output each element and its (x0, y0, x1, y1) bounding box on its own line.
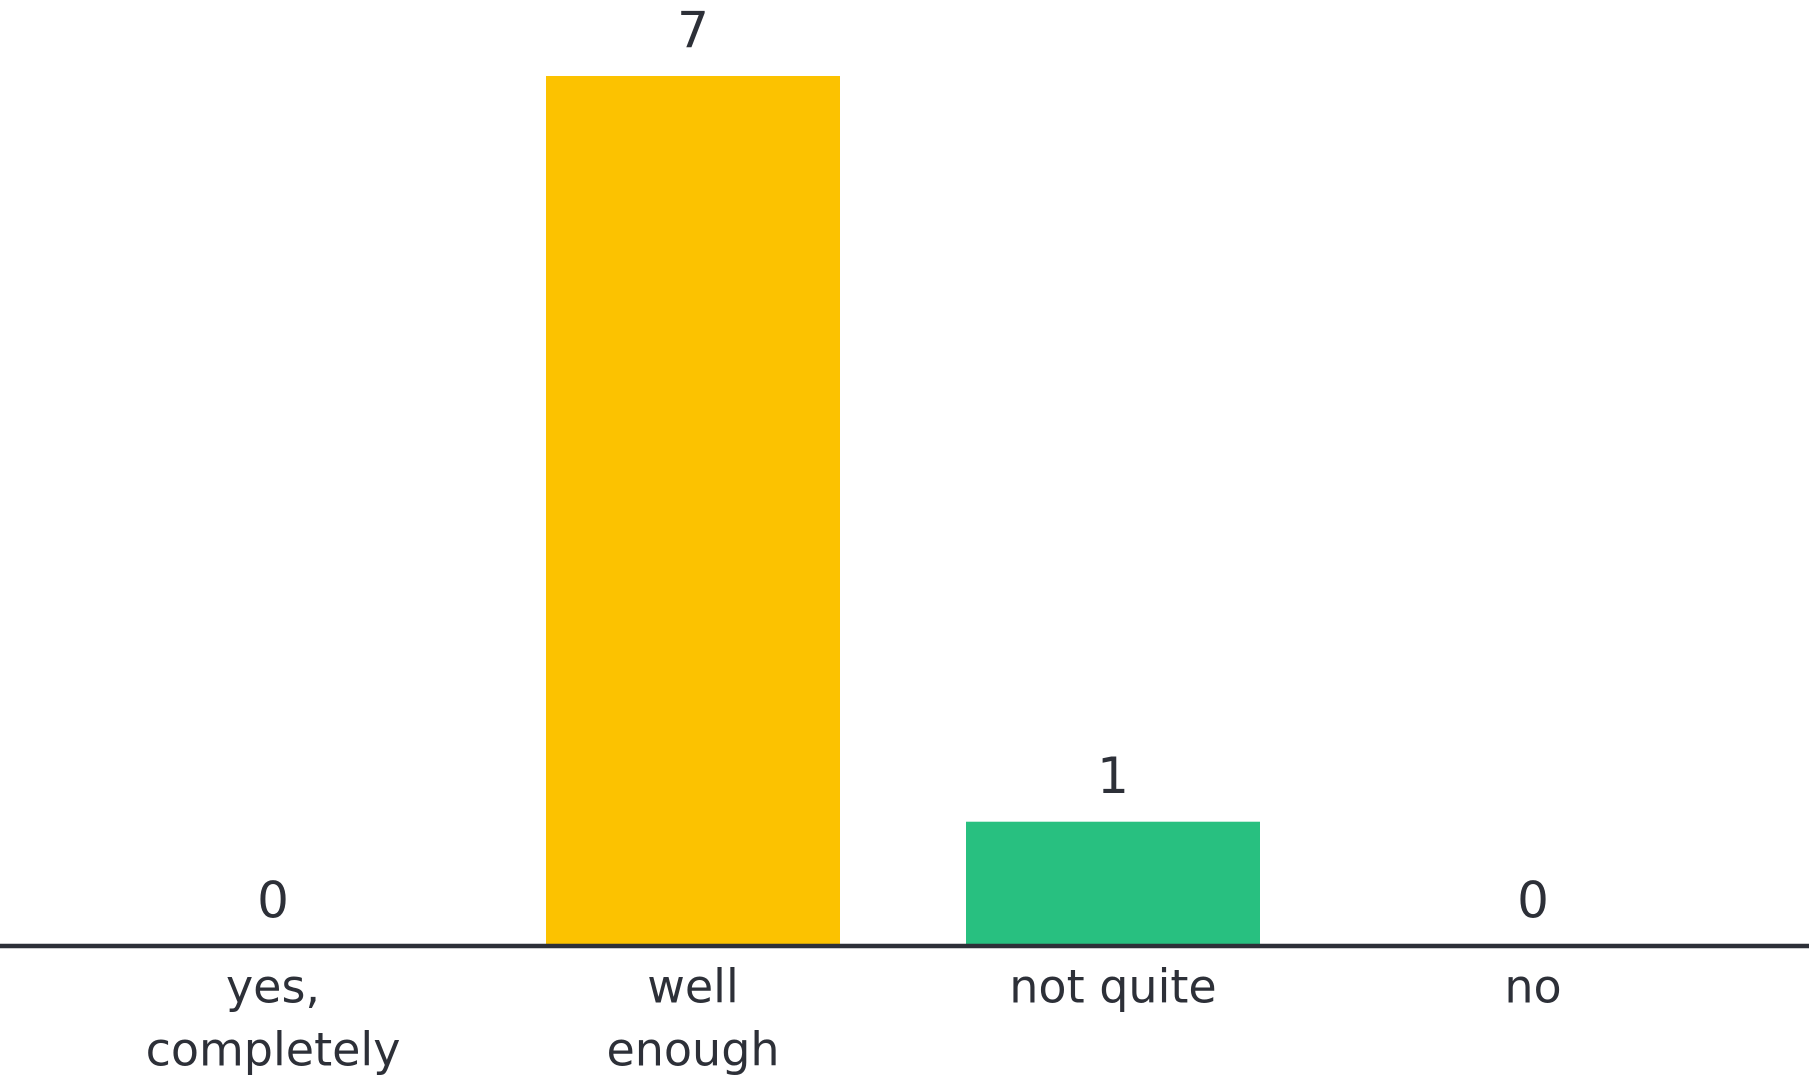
bar (966, 821, 1260, 946)
value-label: 7 (677, 2, 709, 60)
x-tick-label: enough (606, 1023, 779, 1077)
x-tick-label: not quite (1009, 960, 1216, 1014)
value-label: 0 (1517, 872, 1549, 930)
x-tick-label: completely (146, 1023, 401, 1077)
x-tick-label: well (647, 960, 738, 1014)
x-tick-label: no (1504, 960, 1561, 1014)
value-label: 1 (1097, 747, 1129, 805)
value-label: 0 (257, 872, 289, 930)
x-tick-label: yes, (226, 960, 320, 1014)
bar (546, 76, 840, 946)
